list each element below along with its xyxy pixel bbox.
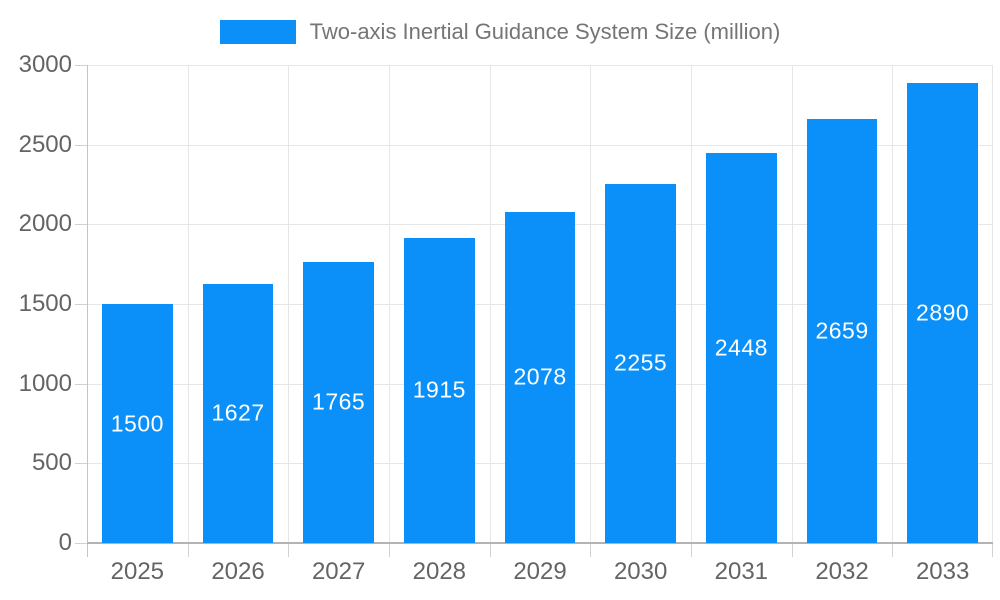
x-axis-tick: [389, 543, 390, 557]
bar-value-label: 1765: [312, 388, 366, 415]
bar-value-label: 2890: [916, 299, 970, 326]
vertical-gridline: [590, 65, 591, 543]
y-axis-tick: [75, 463, 87, 465]
y-axis-labels: 0 500 1000 1500 2000 2500 3000: [0, 51, 72, 556]
bar-2026[interactable]: 1627: [202, 283, 274, 543]
y-axis-tick: [75, 144, 87, 146]
x-tick-label: 2028: [412, 558, 467, 585]
x-tick-label: 2029: [513, 558, 567, 585]
legend-swatch: [219, 20, 296, 44]
x-axis-tick: [792, 543, 793, 557]
vertical-gridline: [389, 65, 390, 543]
bar-2027[interactable]: 1765: [303, 261, 374, 543]
x-tick-label: 2025: [110, 558, 165, 585]
x-axis-tick: [691, 543, 692, 557]
y-tick-label: 2000: [18, 210, 72, 238]
x-tick-label: 2032: [815, 558, 869, 585]
y-axis-line: [87, 65, 88, 557]
vertical-gridline: [188, 65, 189, 543]
bar-value-label: 1500: [110, 410, 164, 436]
bar-value-label: 2659: [815, 317, 869, 344]
bar-2025[interactable]: 1500: [102, 304, 173, 543]
y-tick-label: 3000: [18, 51, 72, 78]
horizontal-gridline: [87, 144, 993, 146]
x-axis-tick: [590, 543, 591, 557]
vertical-gridline: [892, 65, 893, 543]
y-axis-tick: [75, 383, 87, 385]
bar-2030[interactable]: 2255: [605, 183, 676, 543]
x-tick-label: 2031: [714, 558, 769, 585]
y-tick-label: 1500: [18, 290, 72, 317]
bar-value-label: 1915: [412, 376, 466, 403]
x-tick-label: 2033: [915, 558, 970, 585]
bar-2028[interactable]: 1915: [404, 237, 475, 543]
bar-value-label: 2448: [714, 334, 768, 361]
x-axis-tick: [288, 543, 289, 557]
bar-value-label: 2078: [513, 363, 567, 390]
y-axis-tick: [75, 304, 87, 305]
x-tick-label: 2030: [613, 558, 668, 585]
bar-2033[interactable]: 2890: [907, 82, 978, 543]
plot-area: 1500 1627 1765 1915 2078 2255 2448 2659 2890: [75, 65, 993, 557]
bar-value-label: 2255: [614, 349, 668, 376]
bar-value-label: 1627: [211, 399, 265, 426]
y-tick-label: 1000: [18, 369, 72, 397]
x-axis-tick: [490, 543, 491, 557]
y-axis-tick: [75, 65, 87, 66]
y-tick-label: 0: [58, 529, 72, 556]
y-axis-tick: [75, 543, 87, 544]
bar-2029[interactable]: 2078: [504, 211, 576, 543]
x-tick-label: 2026: [211, 558, 265, 585]
y-tick-label: 500: [31, 449, 72, 477]
legend-series-label: Two-axis Inertial Guidance System Size (…: [309, 19, 781, 44]
x-axis-tick: [892, 543, 893, 557]
bar-2031[interactable]: 2448: [706, 153, 777, 543]
vertical-gridline: [992, 65, 993, 543]
y-axis-tick: [75, 224, 87, 226]
x-axis-labels: 2025 2026 2027 2028 2029 2030 2031 2032 2033: [87, 558, 993, 588]
bar-2032[interactable]: 2659: [806, 119, 878, 543]
horizontal-gridline: [87, 65, 993, 66]
vertical-gridline: [792, 65, 793, 543]
vertical-gridline: [490, 65, 491, 543]
legend[interactable]: Two-axis Inertial Guidance System Size (…: [0, 17, 1000, 47]
vertical-gridline: [691, 65, 692, 543]
vertical-gridline: [288, 65, 289, 543]
y-tick-label: 2500: [18, 130, 72, 158]
x-tick-label: 2027: [311, 558, 366, 585]
x-axis-baseline: [87, 542, 993, 544]
x-axis-tick: [992, 543, 993, 557]
x-axis-tick: [188, 543, 189, 557]
